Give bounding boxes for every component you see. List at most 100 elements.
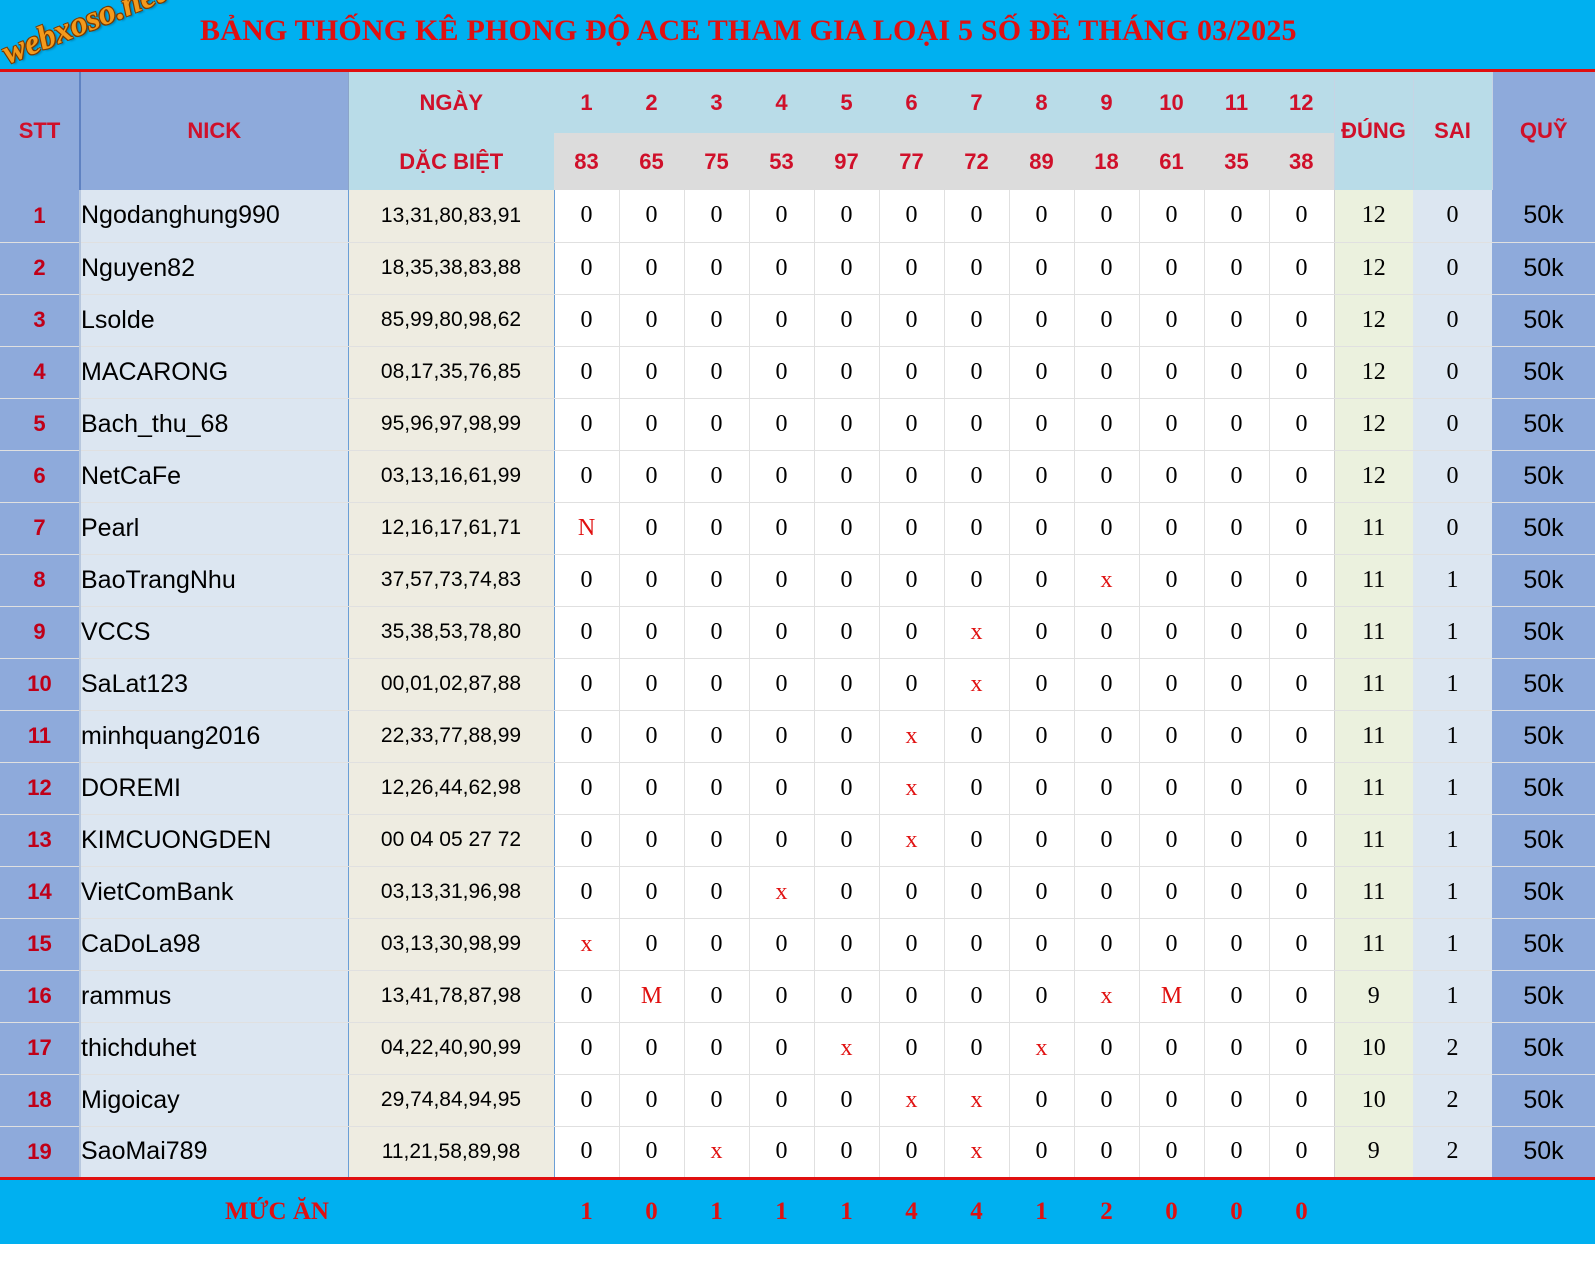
row-stt: 14 [0, 866, 80, 919]
result-cell: 0 [813, 606, 879, 659]
result-cell: 0 [1008, 294, 1074, 347]
row-dung: 11 [1333, 658, 1413, 711]
result-cell: 0 [1203, 242, 1269, 295]
table-row: 1 Ngodanghung990 13,31,80,83,91 0 0 0 0 0 0 0 0 0 0 0… [0, 190, 1595, 243]
row-quy: 50k [1492, 762, 1595, 815]
row-quy: 50k [1492, 450, 1595, 503]
row-sai: 1 [1413, 658, 1492, 711]
result-cell: 0 [1008, 398, 1074, 451]
footer-value: 1 [814, 1176, 879, 1244]
row-quy: 50k [1492, 606, 1595, 659]
header-day: 6 [879, 72, 944, 133]
result-cell: 0 [813, 814, 879, 867]
row-dung: 11 [1333, 606, 1413, 659]
result-cell: 0 [1008, 606, 1074, 659]
footer-value: 0 [619, 1176, 684, 1244]
result-cell: 0 [1073, 658, 1139, 711]
row-numbers: 95,96,97,98,99 [347, 398, 555, 451]
result-cell: 0 [748, 450, 814, 503]
result-cell: 0 [1268, 762, 1334, 815]
row-sai: 1 [1413, 814, 1492, 867]
row-quy: 50k [1492, 346, 1595, 399]
row-sai: 1 [1413, 970, 1492, 1023]
result-cell: 0 [1008, 710, 1074, 763]
result-cell: 0 [748, 1074, 814, 1127]
result-cell: 0 [943, 554, 1009, 607]
footer-value: 0 [1269, 1176, 1334, 1244]
result-cell: 0 [748, 502, 814, 555]
header-day: 7 [944, 72, 1009, 133]
row-dung: 12 [1333, 450, 1413, 503]
result-cell: 0 [1268, 502, 1334, 555]
result-cell: 0 [618, 502, 684, 555]
header-special-number: 83 [554, 133, 619, 190]
row-nick: Lsolde [79, 294, 348, 347]
table-row: 14 VietComBank 03,13,31,96,98 0 0 0 x 0 0 0 0 0 0 0 0 1… [0, 866, 1595, 919]
table-row: 6 NetCaFe 03,13,16,61,99 0 0 0 0 0 0 0 0 0 0 0 0 12 0 50k [0, 450, 1595, 503]
row-stt: 4 [0, 346, 80, 399]
row-sai: 0 [1413, 242, 1492, 295]
result-cell: 0 [1073, 502, 1139, 555]
result-cell: 0 [553, 710, 619, 763]
footer-value: 1 [749, 1176, 814, 1244]
row-dung: 11 [1333, 554, 1413, 607]
result-cell: 0 [813, 398, 879, 451]
row-numbers: 37,57,73,74,83 [347, 554, 555, 607]
result-cell: 0 [1203, 658, 1269, 711]
result-cell: 0 [748, 658, 814, 711]
footer-value: 0 [1204, 1176, 1269, 1244]
header-day: 9 [1074, 72, 1139, 133]
result-cell: 0 [878, 346, 944, 399]
result-cell: 0 [553, 814, 619, 867]
row-sai: 2 [1413, 1126, 1492, 1179]
result-cell: 0 [1203, 1126, 1269, 1179]
result-cell: 0 [1073, 346, 1139, 399]
footer-value: 2 [1074, 1176, 1139, 1244]
result-cell: 0 [943, 710, 1009, 763]
result-cell: 0 [813, 346, 879, 399]
table-row: 8 BaoTrangNhu 37,57,73,74,83 0 0 0 0 0 0 0 0 x 0 0 0 11… [0, 554, 1595, 607]
result-cell: 0 [1268, 814, 1334, 867]
header-special-number: 97 [814, 133, 879, 190]
result-cell: 0 [813, 658, 879, 711]
result-cell: 0 [553, 294, 619, 347]
result-cell: 0 [1138, 346, 1204, 399]
result-cell: 0 [1268, 242, 1334, 295]
row-numbers: 29,74,84,94,95 [347, 1074, 555, 1127]
row-stt: 11 [0, 710, 80, 763]
row-nick: rammus [79, 970, 348, 1023]
table-row: 17 thichduhet 04,22,40,90,99 0 0 0 0 x 0 0 x 0 0 0 0 10… [0, 1022, 1595, 1075]
result-cell: 0 [943, 242, 1009, 295]
row-stt: 10 [0, 658, 80, 711]
row-quy: 50k [1492, 190, 1595, 243]
result-cell: 0 [683, 398, 749, 451]
result-cell: 0 [1268, 918, 1334, 971]
result-cell: 0 [813, 1074, 879, 1127]
row-stt: 1 [0, 190, 80, 243]
table-body: 1 Ngodanghung990 13,31,80,83,91 0 0 0 0 0 0 0 0 0 0 0… [0, 190, 1595, 1179]
result-cell: 0 [683, 1074, 749, 1127]
result-cell: 0 [1203, 554, 1269, 607]
result-cell: 0 [1138, 918, 1204, 971]
result-cell: 0 [553, 762, 619, 815]
result-cell: 0 [878, 1126, 944, 1179]
row-nick: KIMCUONGDEN [79, 814, 348, 867]
header-day: 4 [749, 72, 814, 133]
result-cell: 0 [1008, 658, 1074, 711]
result-cell: 0 [553, 606, 619, 659]
result-cell: 0 [748, 554, 814, 607]
result-cell: 0 [1138, 606, 1204, 659]
result-cell: x [1073, 554, 1139, 607]
row-sai: 0 [1413, 450, 1492, 503]
row-numbers: 13,31,80,83,91 [347, 190, 555, 243]
result-cell: 0 [1138, 1074, 1204, 1127]
header-day: 5 [814, 72, 879, 133]
result-cell: 0 [553, 658, 619, 711]
result-cell: 0 [618, 762, 684, 815]
result-cell: 0 [1268, 658, 1334, 711]
row-quy: 50k [1492, 866, 1595, 919]
row-dung: 11 [1333, 866, 1413, 919]
header-special-number: 89 [1009, 133, 1074, 190]
footer-filler [1334, 1176, 1595, 1244]
row-stt: 15 [0, 918, 80, 971]
